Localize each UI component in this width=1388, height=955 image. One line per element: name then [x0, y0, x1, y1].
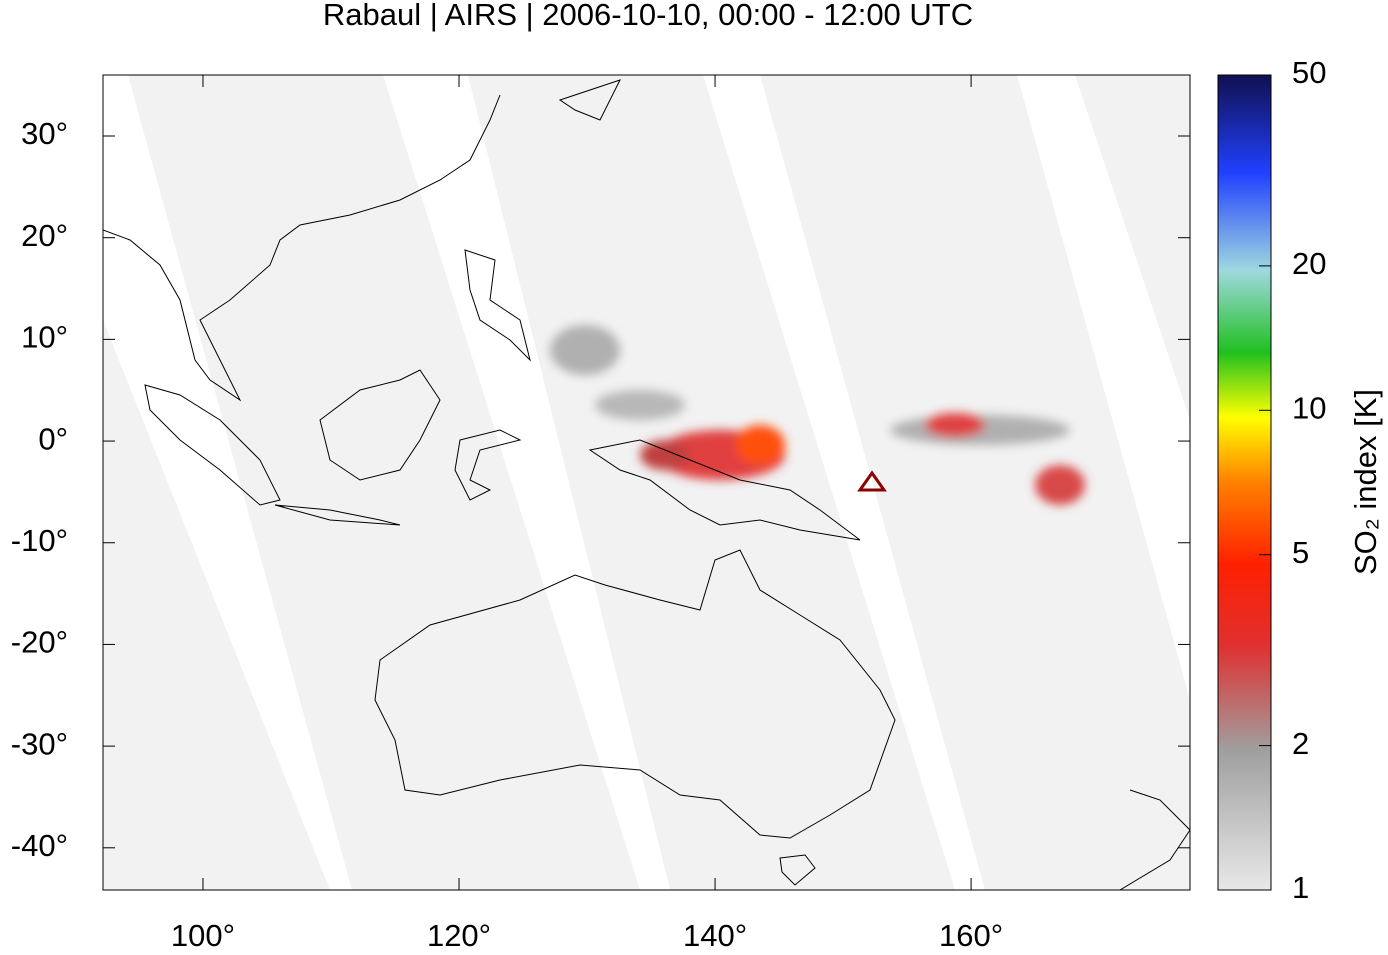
colorbar-tick-label: 20	[1292, 246, 1326, 281]
coastline	[144, 384, 281, 506]
colorbar-tick-label: 2	[1292, 726, 1309, 761]
coastline	[274, 504, 401, 526]
map-frame	[102, 74, 1191, 891]
y-tick-label: 10°	[21, 320, 68, 355]
y-tick-label: -30°	[11, 726, 68, 761]
coastline	[1119, 789, 1190, 890]
y-tick-label: -20°	[11, 625, 68, 660]
colorbar-tick-label: 10	[1292, 390, 1326, 425]
y-tick-label: -10°	[11, 523, 68, 558]
colorbar-tick-label: 50	[1292, 55, 1326, 90]
coastline	[779, 854, 816, 886]
x-tick-label: 140°	[683, 918, 747, 950]
colorbar-tick-label: 1	[1292, 870, 1309, 905]
coastline	[464, 249, 531, 362]
coastline	[103, 94, 501, 402]
y-tick-label: 20°	[21, 218, 68, 253]
map-area	[103, 75, 1190, 890]
title: Rabaul | AIRS | 2006-10-10, 00:00 - 12:0…	[323, 0, 973, 32]
coastline	[319, 369, 441, 481]
swath-gap	[383, 75, 670, 890]
y-tick-label: 30°	[21, 116, 68, 151]
coastline	[558, 79, 621, 121]
x-tick-label: 120°	[427, 918, 491, 950]
colorbar	[1217, 74, 1272, 891]
colorbar-label: SO₂ index [K]	[1348, 389, 1383, 575]
coastline	[588, 439, 861, 541]
swath-gap	[103, 75, 352, 890]
swath-gap	[1017, 75, 1190, 700]
coastline	[454, 429, 522, 501]
colorbar-tick-label: 5	[1292, 535, 1309, 570]
volcano-marker	[857, 470, 887, 492]
y-tick-label: 0°	[38, 421, 68, 456]
swath-gap	[703, 75, 985, 890]
y-tick-label: -40°	[11, 828, 68, 863]
x-tick-label: 160°	[939, 918, 1003, 950]
x-tick-label: 100°	[171, 918, 235, 950]
coastline	[374, 549, 896, 839]
so2-plume	[550, 325, 1085, 505]
background	[103, 75, 1190, 890]
